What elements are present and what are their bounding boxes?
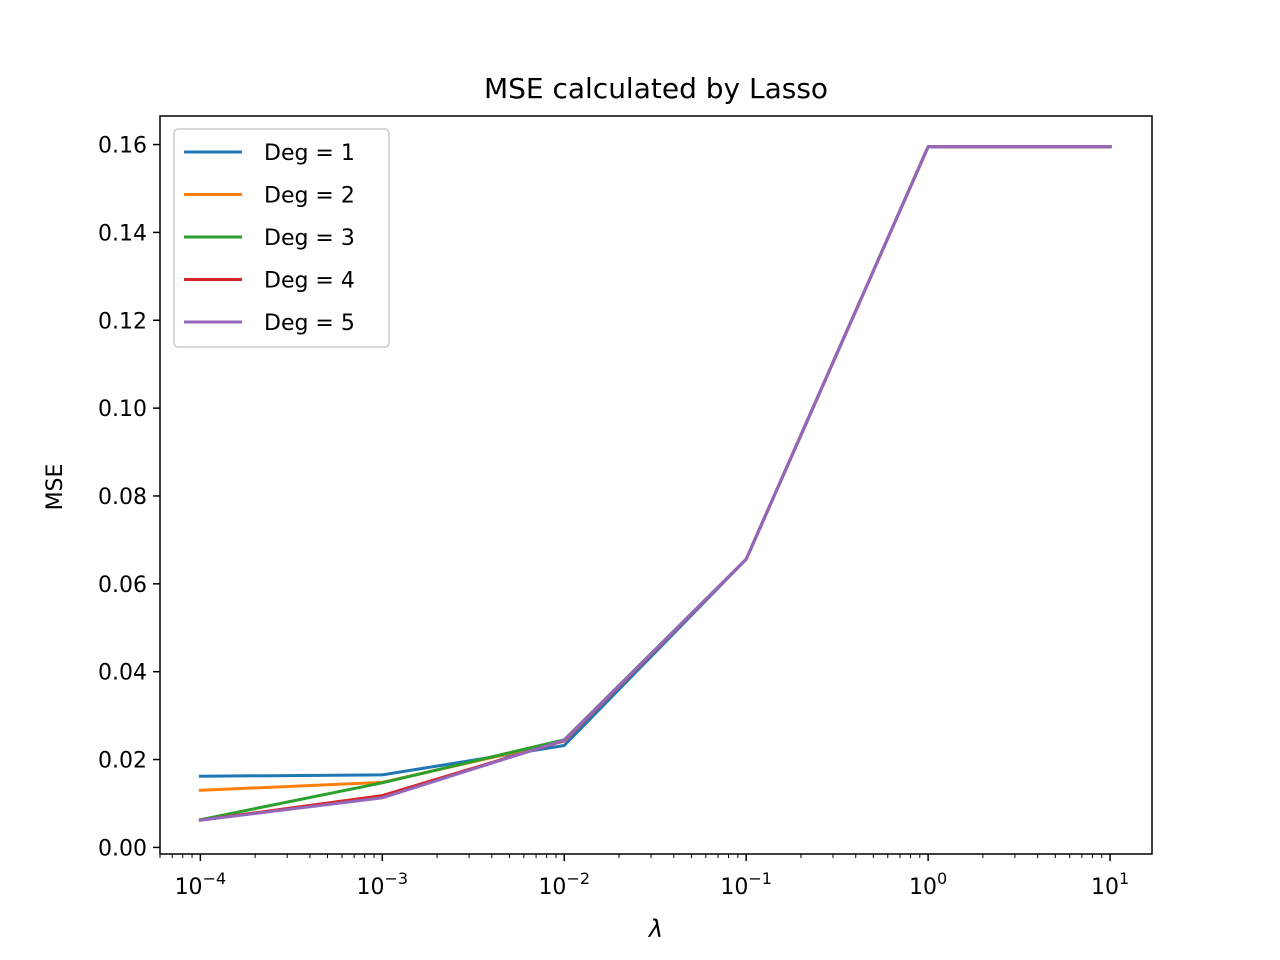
- x-tick-label: 100: [909, 869, 947, 900]
- legend-label: Deg = 1: [264, 141, 355, 166]
- y-tick-label: 0.06: [98, 573, 147, 598]
- legend-label: Deg = 3: [264, 226, 355, 251]
- x-tick-label: 10−3: [357, 869, 409, 900]
- y-tick-label: 0.10: [98, 397, 147, 422]
- y-tick-label: 0.04: [98, 661, 147, 686]
- x-tick-label: 10−2: [538, 869, 590, 900]
- y-tick-label: 0.12: [98, 309, 147, 334]
- legend-label: Deg = 5: [264, 311, 355, 336]
- y-tick-label: 0.14: [98, 221, 147, 246]
- y-tick-label: 0.02: [98, 749, 147, 774]
- legend: Deg = 1 Deg = 2 Deg = 3 Deg = 4 Deg = 5: [173, 128, 390, 348]
- y-tick-label: 0.00: [98, 836, 147, 861]
- plot-area: [198, 145, 1112, 822]
- legend-box: [173, 128, 390, 348]
- legend-label: Deg = 4: [264, 269, 355, 294]
- legend-label: Deg = 2: [264, 184, 355, 209]
- y-axis: 0.00 0.02 0.04 0.06 0.08 0.10 0.12 0.14 0.16: [98, 134, 160, 861]
- x-tick-label: 10−4: [175, 869, 227, 900]
- x-tick-label: 101: [1091, 869, 1129, 900]
- x-axis-label: λ: [647, 915, 663, 943]
- y-tick-label: 0.08: [98, 485, 147, 510]
- axes-frame: [159, 115, 1153, 855]
- x-tick-label: 10−1: [720, 869, 772, 900]
- y-tick-label: 0.16: [98, 134, 147, 159]
- series-line-deg-5: [198, 145, 1112, 822]
- y-axis-label: MSE: [43, 464, 68, 511]
- chart-title: MSE calculated by Lasso: [484, 72, 828, 105]
- x-axis: 10−4 10−3 10−2 10−1 100 101: [159, 854, 1129, 900]
